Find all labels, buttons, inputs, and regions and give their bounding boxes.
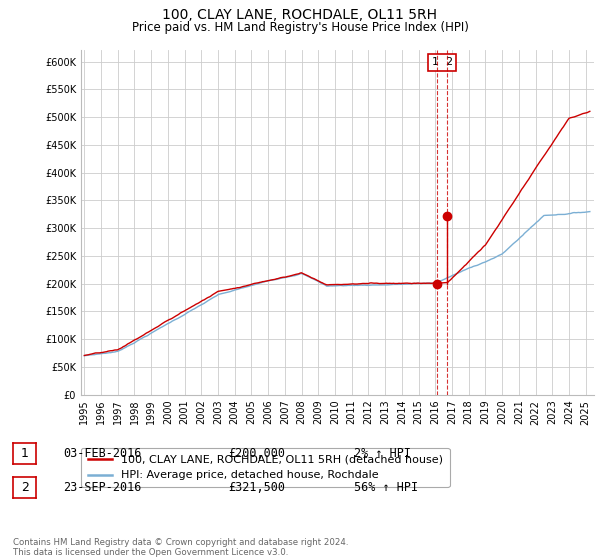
Text: 56% ↑ HPI: 56% ↑ HPI — [354, 480, 418, 494]
Text: Contains HM Land Registry data © Crown copyright and database right 2024.
This d: Contains HM Land Registry data © Crown c… — [13, 538, 349, 557]
Legend: 100, CLAY LANE, ROCHDALE, OL11 5RH (detached house), HPI: Average price, detache: 100, CLAY LANE, ROCHDALE, OL11 5RH (deta… — [81, 448, 449, 487]
Text: 2: 2 — [20, 480, 29, 494]
Text: 2% ↑ HPI: 2% ↑ HPI — [354, 447, 411, 460]
Text: 100, CLAY LANE, ROCHDALE, OL11 5RH: 100, CLAY LANE, ROCHDALE, OL11 5RH — [163, 8, 437, 22]
Text: 1: 1 — [20, 447, 29, 460]
Text: 03-FEB-2016: 03-FEB-2016 — [63, 447, 142, 460]
Text: 23-SEP-2016: 23-SEP-2016 — [63, 480, 142, 494]
Text: £321,500: £321,500 — [228, 480, 285, 494]
Text: £200,000: £200,000 — [228, 447, 285, 460]
Text: Price paid vs. HM Land Registry's House Price Index (HPI): Price paid vs. HM Land Registry's House … — [131, 21, 469, 34]
Text: 1  2: 1 2 — [431, 58, 452, 67]
